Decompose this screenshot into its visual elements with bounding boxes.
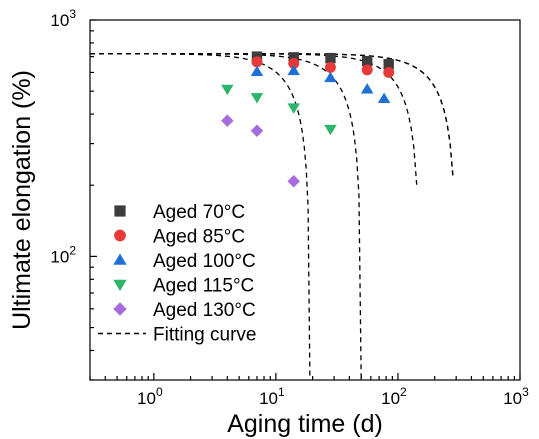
x-tick-label: 102 — [381, 385, 407, 408]
data-point — [221, 114, 234, 127]
legend-label: Aged 100°C — [153, 251, 256, 272]
fitting-curve — [90, 53, 454, 180]
legend-label: Aged 70°C — [153, 202, 245, 223]
fitting-curve — [90, 53, 311, 381]
y-tick-label: 103 — [50, 7, 76, 30]
data-point — [288, 52, 299, 63]
x-tick-label: 101 — [259, 385, 285, 408]
legend-label: Aged 85°C — [153, 227, 245, 248]
data-point — [250, 93, 264, 104]
fitting-curve — [90, 53, 454, 180]
data-point — [221, 84, 234, 96]
data-point — [377, 92, 391, 104]
legend-marker — [114, 229, 126, 242]
data-point — [287, 103, 300, 114]
legend: Aged 70°C Aged 85°C Aged 100°C Aged 115°C Ag… — [98, 202, 256, 346]
data-points — [221, 51, 395, 188]
data-point — [251, 56, 263, 68]
legend-marker — [113, 253, 127, 265]
data-point — [287, 64, 300, 76]
x-tick-label: 100 — [137, 385, 163, 408]
legend-marker — [114, 205, 126, 217]
legend-marker — [113, 279, 127, 291]
plot-frame — [89, 19, 521, 381]
data-point — [324, 124, 337, 136]
data-point — [383, 59, 394, 70]
legend-label: Fitting curve — [153, 325, 256, 346]
data-point — [360, 83, 374, 94]
y-axis-title: Ultimate elongation (%) — [8, 70, 36, 330]
x-tick-label: 103 — [503, 385, 529, 408]
y-axis: 102 103 — [50, 7, 97, 381]
data-point — [383, 66, 395, 78]
x-axis: 100 101 102 103 — [89, 373, 529, 408]
x-axis-title: Aging time (d) — [227, 410, 383, 438]
data-point — [250, 65, 264, 77]
legend-label: Aged 115°C — [153, 276, 254, 297]
data-point — [361, 64, 373, 76]
legend-marker — [113, 302, 127, 316]
data-point — [288, 57, 300, 69]
data-point — [325, 52, 336, 64]
data-point — [325, 61, 336, 73]
data-point — [362, 55, 373, 67]
data-point — [250, 124, 264, 137]
data-point — [287, 174, 300, 188]
legend-label: Aged 130°C — [153, 300, 256, 321]
y-tick-label: 102 — [50, 243, 76, 266]
data-point — [324, 71, 337, 83]
fitting-curves — [90, 53, 454, 381]
